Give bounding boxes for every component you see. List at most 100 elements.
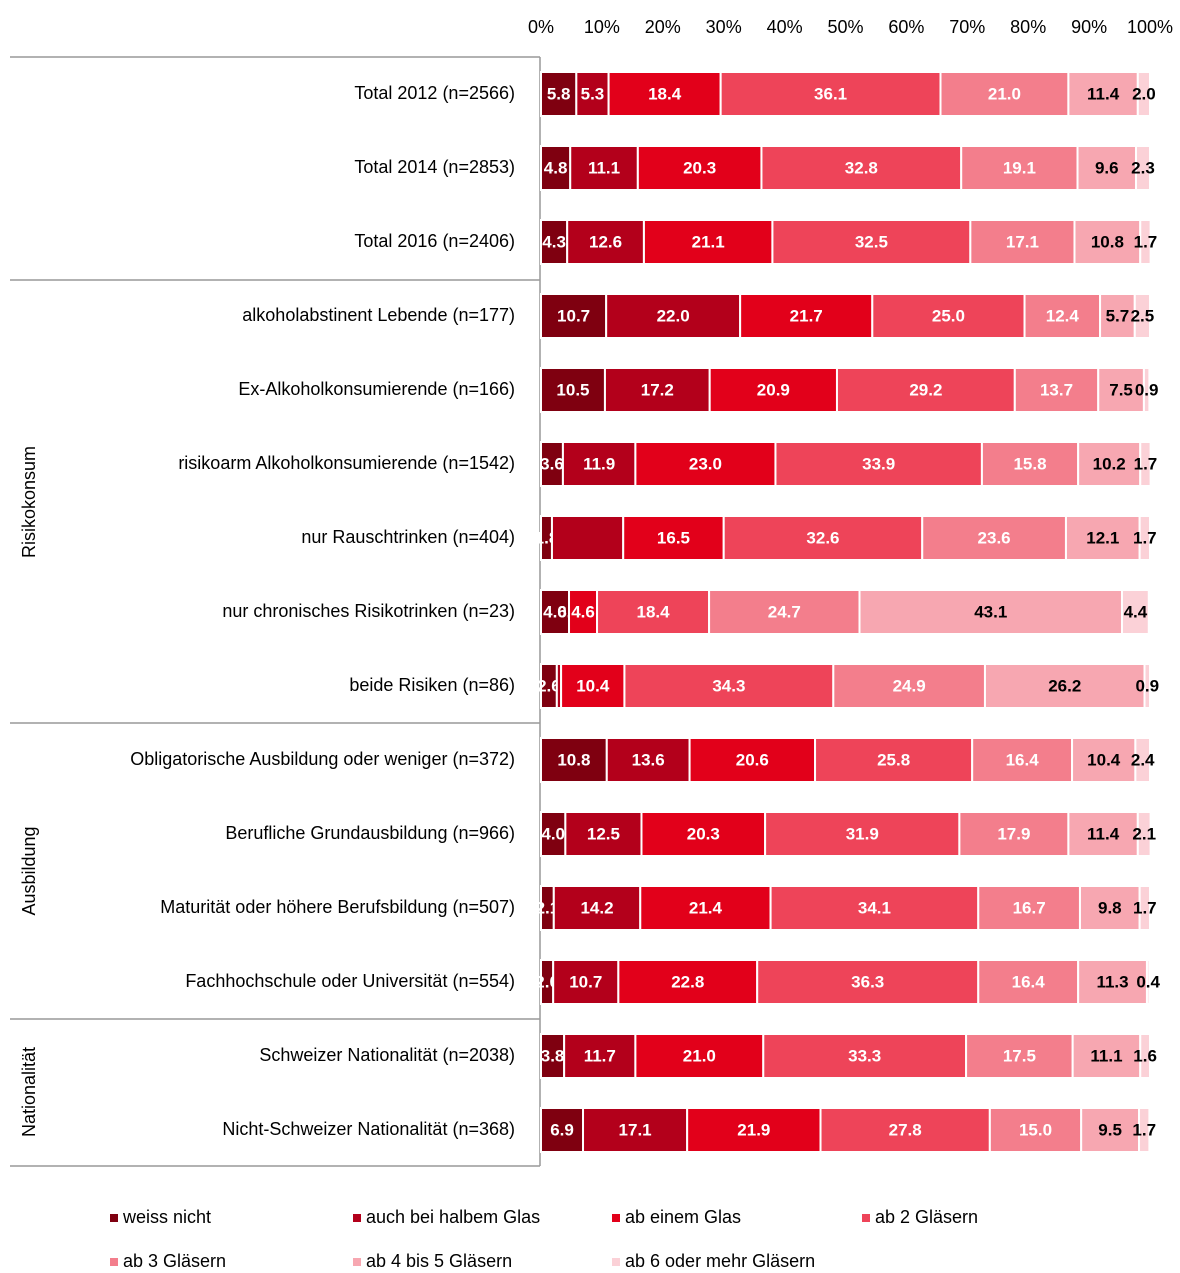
- bar-segment: [603, 367, 711, 413]
- bar-segment: [835, 367, 1016, 413]
- value-label: 36.3: [851, 972, 884, 991]
- bar-segment: [560, 663, 626, 709]
- bar-segment: [1138, 1107, 1151, 1153]
- bar-segment: [540, 367, 606, 413]
- value-label: 11.7: [584, 1046, 616, 1065]
- value-label: 10.4: [576, 676, 610, 695]
- legend-label: ab 4 bis 5 Gläsern: [366, 1251, 512, 1271]
- x-tick-label: 30%: [706, 17, 742, 37]
- value-label: 21.7: [790, 306, 823, 325]
- value-label: 32.6: [806, 528, 839, 547]
- value-label: 4.6: [571, 602, 595, 621]
- value-label: 4.0: [541, 824, 565, 843]
- category-label: Berufliche Grundausbildung (n=966): [225, 823, 515, 843]
- value-label: 17.1: [1006, 232, 1039, 251]
- x-tick-label: 10%: [584, 17, 620, 37]
- bar-segment: [561, 441, 637, 487]
- value-label: 1.7: [1133, 528, 1157, 547]
- legend-swatch: [110, 1258, 118, 1266]
- value-label: 17.9: [997, 824, 1030, 843]
- bar-segment: [596, 589, 711, 635]
- x-tick-label: 80%: [1010, 17, 1046, 37]
- value-label: 1.7: [1132, 1120, 1156, 1139]
- value-label: 29.2: [909, 380, 942, 399]
- legend-swatch: [612, 1258, 620, 1266]
- bar-segment: [983, 663, 1146, 709]
- bar-segment: [1143, 663, 1152, 709]
- value-label: 21.1: [692, 232, 725, 251]
- category-label: Schweizer Nationalität (n=2038): [259, 1045, 515, 1065]
- legend-label: ab 2 Gläsern: [875, 1207, 978, 1227]
- value-label: 2.1: [1132, 824, 1156, 843]
- value-label: 3.6: [540, 454, 564, 473]
- value-label: 4.4: [1124, 602, 1148, 621]
- value-label: 32.5: [855, 232, 888, 251]
- bar-segment: [1139, 1033, 1151, 1079]
- group-label: Ausbildung: [19, 826, 39, 915]
- bar-segment: [686, 1107, 822, 1153]
- value-label: 4.8: [544, 158, 568, 177]
- value-label: 21.0: [988, 84, 1021, 103]
- category-label: Total 2016 (n=2406): [354, 231, 515, 251]
- value-label: 5.3: [581, 84, 605, 103]
- x-tick-label: 60%: [888, 17, 924, 37]
- group-label: Risikokonsum: [19, 446, 39, 558]
- bar-segment: [540, 145, 572, 191]
- value-label: 6.9: [550, 1120, 574, 1139]
- value-label: 5.8: [547, 84, 571, 103]
- category-label: nur chronisches Risikotrinken (n=23): [222, 601, 515, 621]
- value-label: 20.6: [736, 750, 769, 769]
- value-label: 23.6: [978, 528, 1011, 547]
- value-label: 1.7: [1133, 898, 1157, 917]
- bar-segment: [623, 663, 835, 709]
- value-label: 21.9: [737, 1120, 770, 1139]
- value-label: 25.8: [877, 750, 910, 769]
- value-label: 20.3: [683, 158, 716, 177]
- bar-segment: [617, 959, 759, 1005]
- bar-segment: [540, 737, 608, 783]
- value-label: 15.0: [1019, 1120, 1052, 1139]
- bar-segment: [582, 1107, 689, 1153]
- bar-segment: [540, 1107, 585, 1153]
- value-label: 1.6: [1133, 1046, 1157, 1065]
- value-label: 9.5: [1098, 1120, 1122, 1139]
- value-label: 1.7: [1134, 454, 1158, 473]
- bar-segment: [1138, 515, 1151, 561]
- value-label: 24.9: [893, 676, 926, 695]
- bar-segment: [756, 959, 980, 1005]
- value-label: 11.4: [1087, 84, 1120, 103]
- value-label: 34.3: [712, 676, 745, 695]
- bar-segment: [566, 219, 645, 265]
- bar-segment: [980, 441, 1080, 487]
- bar-segment: [636, 145, 763, 191]
- frame: [10, 56, 541, 1167]
- value-label: 5.7: [1106, 306, 1130, 325]
- bar-segment: [1120, 589, 1150, 635]
- bar-segment: [760, 145, 963, 191]
- bar-segment: [605, 293, 742, 339]
- value-label: 9.8: [1098, 898, 1122, 917]
- bar-segment: [1013, 367, 1100, 413]
- value-label: 11.4: [1087, 824, 1120, 843]
- value-label: 20.9: [757, 380, 790, 399]
- value-label: 10.4: [1087, 750, 1121, 769]
- value-label: 10.2: [1093, 454, 1126, 473]
- value-label: 11.9: [583, 454, 615, 473]
- value-label: 4.6: [543, 602, 567, 621]
- bar-segment: [1067, 71, 1139, 117]
- value-label: 14.2: [580, 898, 613, 917]
- value-label: 34.1: [858, 898, 891, 917]
- bar-segment: [563, 1033, 637, 1079]
- legend-label: ab 6 oder mehr Gläsern: [625, 1251, 815, 1271]
- bar-segment: [622, 515, 725, 561]
- value-label: 2.5: [1131, 306, 1155, 325]
- bar-segment: [965, 1033, 1074, 1079]
- value-label: 16.4: [1006, 750, 1040, 769]
- value-label: 2.3: [1131, 158, 1155, 177]
- value-label: 10.8: [557, 750, 590, 769]
- bar-segment: [858, 589, 1123, 635]
- bar-segment: [774, 441, 983, 487]
- value-label: 16.5: [657, 528, 690, 547]
- value-label: 10.8: [1091, 232, 1124, 251]
- value-label: 32.8: [845, 158, 878, 177]
